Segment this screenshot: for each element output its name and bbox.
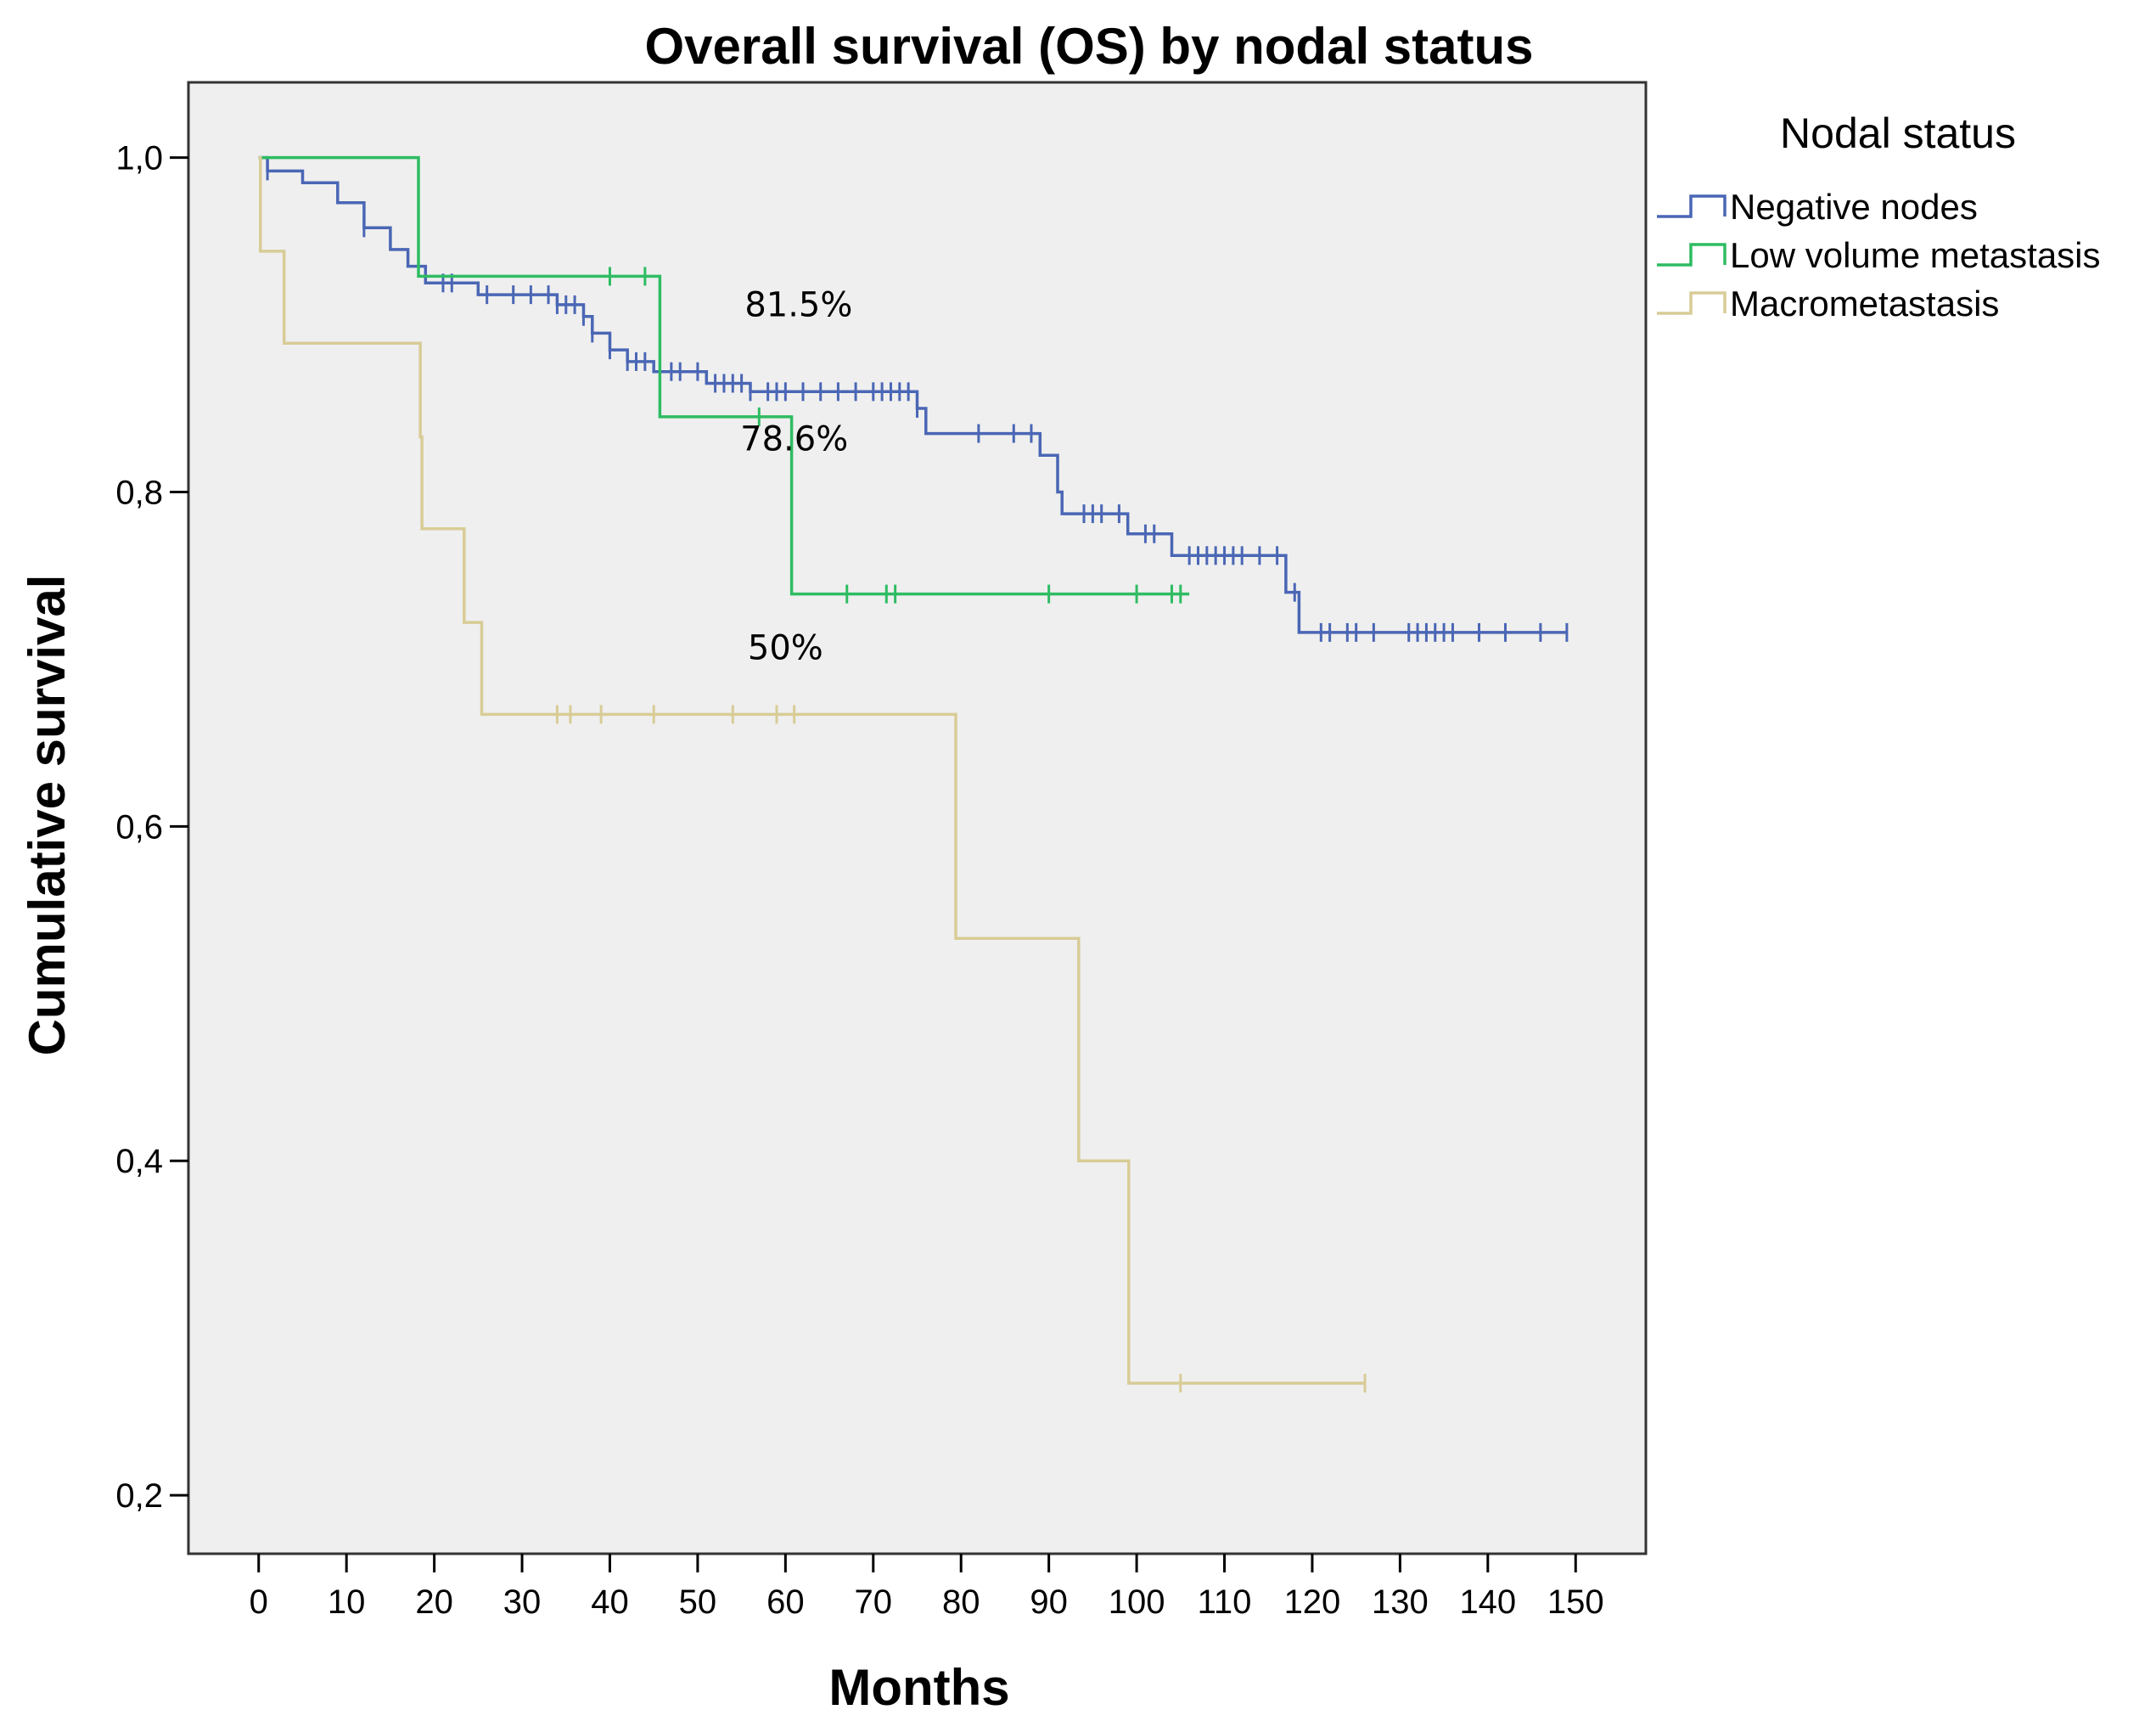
annotation-label: 50%	[748, 628, 823, 667]
legend-item: Low volume metastasis	[1657, 235, 2101, 275]
y-tick-label: 0,4	[115, 1143, 163, 1180]
x-tick-label: 20	[415, 1583, 453, 1621]
legend: Nodal status Negative nodes Low volume me…	[1657, 110, 2101, 323]
series-0	[258, 155, 1569, 642]
x-axis: 0 10 20 30 40 50 60 70 80 90 100 110 120 130 140 150	[250, 1554, 1604, 1621]
y-tick-label: 0,2	[115, 1477, 163, 1515]
x-tick-label: 30	[503, 1583, 542, 1621]
y-axis: 0,2 0,4 0,6 0,8 1,0	[115, 140, 188, 1515]
x-axis-title: Months	[828, 1659, 1009, 1716]
x-tick-label: 150	[1547, 1583, 1604, 1621]
legend-swatch	[1657, 243, 1726, 267]
annotation-layer: 81.5% 78.6% 50%	[740, 286, 852, 668]
survival-curve	[258, 155, 1190, 596]
y-tick-label: 0,8	[115, 474, 163, 511]
x-tick-label: 110	[1198, 1583, 1252, 1621]
y-tick-label: 0,6	[115, 808, 163, 846]
legend-item: Negative nodes	[1657, 187, 1978, 227]
x-tick-label: 80	[942, 1583, 980, 1621]
x-tick-label: 0	[250, 1583, 268, 1621]
x-tick-label: 10	[328, 1583, 366, 1621]
x-tick-label: 50	[679, 1583, 717, 1621]
x-tick-label: 60	[766, 1583, 805, 1621]
annotation-label: 78.6%	[740, 419, 848, 458]
legend-label: Low volume metastasis	[1730, 235, 2101, 275]
chart-title: Overall survival (OS) by nodal status	[644, 18, 1533, 75]
x-tick-label: 40	[591, 1583, 629, 1621]
series-layer	[258, 155, 1569, 1393]
plot-area	[187, 81, 1648, 1555]
annotation-label: 81.5%	[744, 286, 852, 325]
y-tick-label: 1,0	[115, 140, 163, 177]
x-tick-label: 130	[1372, 1583, 1429, 1621]
legend-swatch	[1657, 194, 1726, 218]
x-tick-label: 90	[1030, 1583, 1068, 1621]
legend-label: Macrometastasis	[1730, 284, 1999, 323]
legend-label: Negative nodes	[1730, 187, 1978, 227]
legend-item: Macrometastasis	[1657, 284, 1999, 323]
x-tick-label: 70	[855, 1583, 893, 1621]
survival-curve	[258, 155, 1365, 1385]
x-tick-label: 140	[1459, 1583, 1516, 1621]
series-2	[258, 155, 1367, 1393]
x-tick-label: 100	[1109, 1583, 1165, 1621]
y-axis-title: Cumulative survival	[19, 575, 76, 1056]
series-1	[258, 155, 1190, 604]
x-tick-label: 120	[1284, 1583, 1341, 1621]
legend-swatch	[1657, 291, 1726, 315]
legend-title: Nodal status	[1780, 110, 2016, 157]
